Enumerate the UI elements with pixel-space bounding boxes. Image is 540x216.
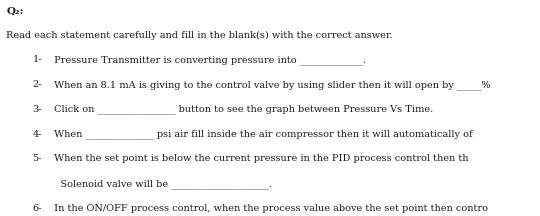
Text: 4-: 4- (32, 130, 42, 139)
Text: 6-: 6- (32, 204, 42, 213)
Text: 1-: 1- (32, 55, 42, 64)
Text: Q₂:: Q₂: (6, 6, 24, 16)
Text: When the set point is below the current pressure in the PID process control then: When the set point is below the current … (51, 154, 469, 164)
Text: Pressure Transmitter is converting pressure into _____________.: Pressure Transmitter is converting press… (51, 55, 367, 65)
Text: When ______________ psi air fill inside the air compressor then it will automati: When ______________ psi air fill inside … (51, 130, 473, 139)
Text: Read each statement carefully and fill in the blank(s) with the correct answer.: Read each statement carefully and fill i… (6, 31, 393, 40)
Text: 5-: 5- (32, 154, 42, 164)
Text: When an 8.1 mA is giving to the control valve by using slider then it will open : When an 8.1 mA is giving to the control … (51, 80, 491, 90)
Text: Solenoid valve will be ____________________.: Solenoid valve will be _________________… (51, 179, 272, 189)
Text: 3-: 3- (32, 105, 42, 114)
Text: 2-: 2- (32, 80, 42, 89)
Text: Click on ________________ button to see the graph between Pressure Vs Time.: Click on ________________ button to see … (51, 105, 434, 114)
Text: In the ON/OFF process control, when the process value above the set point then c: In the ON/OFF process control, when the … (51, 204, 488, 213)
